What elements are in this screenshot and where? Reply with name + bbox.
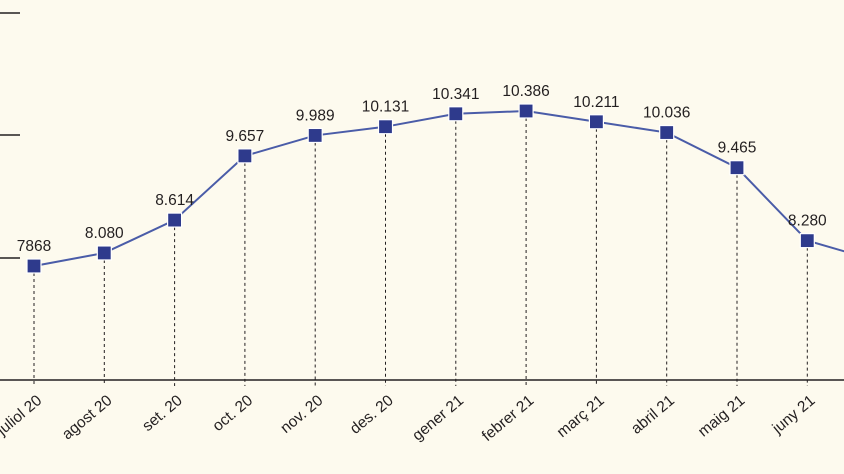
data-point: [799, 233, 815, 249]
x-tick-label: maig 21: [695, 392, 748, 440]
x-tick-label: des. 20: [347, 392, 397, 438]
x-tick-label: abril 21: [628, 392, 678, 438]
data-point: [96, 245, 112, 261]
series-markers: [26, 103, 815, 274]
data-label: 9.657: [226, 128, 265, 145]
data-point: [588, 114, 605, 130]
data-point: [377, 119, 394, 135]
x-tick-label: set. 20: [139, 392, 186, 435]
data-point: [518, 103, 534, 119]
x-tick-label: juliol 20: [0, 392, 46, 440]
data-point: [237, 148, 253, 164]
data-label: 7868: [17, 238, 51, 255]
data-point: [167, 212, 183, 228]
data-label: 10.131: [362, 99, 409, 116]
x-tick-label: nov. 20: [277, 392, 326, 437]
data-label: 10.036: [643, 105, 690, 122]
data-point: [729, 160, 745, 176]
data-point: [448, 106, 464, 122]
x-tick-label: juny 21: [769, 392, 819, 438]
data-label: 8.614: [155, 192, 194, 209]
drop-lines: [33, 118, 808, 386]
data-label: 9.989: [296, 107, 335, 124]
data-label: 10.211: [573, 94, 619, 111]
series-line: [33, 109, 844, 267]
x-tick-label: març 21: [554, 392, 608, 441]
data-label: 10.341: [432, 86, 479, 103]
x-tick-label: agost 20: [59, 392, 116, 443]
x-tick-label: gener 21: [409, 392, 467, 444]
data-label: 10.386: [502, 83, 549, 100]
data-point: [26, 258, 42, 274]
data-point: [307, 127, 323, 144]
series-path: [33, 109, 844, 267]
data-label: 9.465: [718, 140, 757, 157]
data-point: [659, 124, 675, 141]
data-label: 8.280: [788, 213, 827, 230]
x-tick-labels: juliol 20 agost 20 set. 20 oct. 20 nov. 20 de…: [0, 392, 819, 445]
data-labels: 7868 8.080 8.614 9.657 9.989 10.131 10.341 10.3…: [17, 83, 827, 255]
x-tick-label: febrer 21: [479, 392, 537, 445]
data-label: 8.080: [85, 225, 124, 242]
x-tick-label: oct. 20: [210, 392, 257, 435]
chart-axes: [0, 12, 844, 381]
